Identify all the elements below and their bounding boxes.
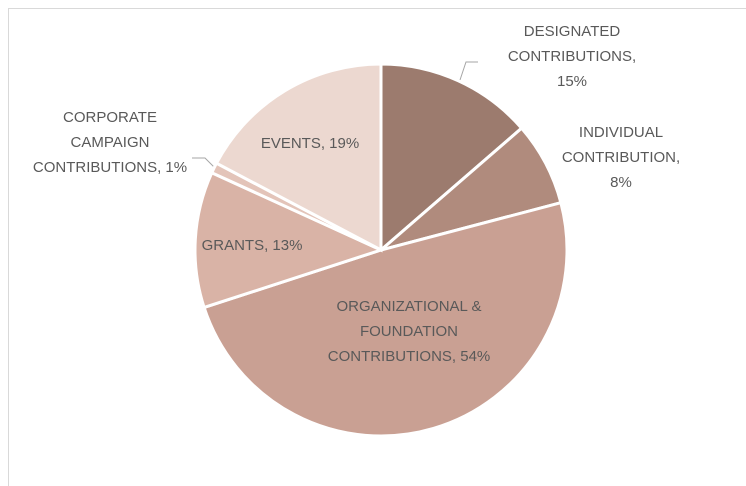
- data-label-line: CONTRIBUTION,: [562, 149, 680, 166]
- data-label-line: INDIVIDUAL: [579, 124, 663, 141]
- pie-slice: [202, 200, 569, 438]
- data-label-line: DESIGNATED: [524, 23, 621, 40]
- pie-slice: [214, 62, 383, 253]
- leader-line: [192, 157, 216, 169]
- data-label: CORPORATE CAMPAIGN CONTRIBUTIONS, 1%: [33, 109, 187, 176]
- data-label-line: CAMPAIGN: [71, 134, 150, 151]
- data-label-line: 8%: [610, 174, 632, 191]
- chart-frame: [8, 8, 746, 486]
- data-label-line: EVENTS, 19%: [261, 135, 359, 152]
- data-label-line: CONTRIBUTIONS,: [508, 48, 636, 65]
- data-label-line: ORGANIZATIONAL &: [336, 298, 481, 315]
- data-label: DESIGNATED CONTRIBUTIONS, 15%: [508, 23, 636, 90]
- data-label: GRANTS, 13%: [202, 237, 303, 254]
- data-label-line: CORPORATE: [63, 109, 157, 126]
- data-label-line: GRANTS, 13%: [202, 237, 303, 254]
- data-label-line: FOUNDATION: [360, 323, 458, 340]
- pie-slice: [193, 170, 386, 310]
- data-label: INDIVIDUAL CONTRIBUTION, 8%: [562, 124, 680, 191]
- data-label-line: 15%: [557, 73, 587, 90]
- leader-line: [459, 61, 478, 81]
- data-label-line: CONTRIBUTIONS, 1%: [33, 159, 187, 176]
- data-label-line: CONTRIBUTIONS, 54%: [328, 348, 491, 365]
- pie-slice: [379, 62, 524, 254]
- data-label: ORGANIZATIONAL & FOUNDATION CONTRIBUTIONS,…: [328, 298, 491, 365]
- data-label: EVENTS, 19%: [261, 135, 359, 152]
